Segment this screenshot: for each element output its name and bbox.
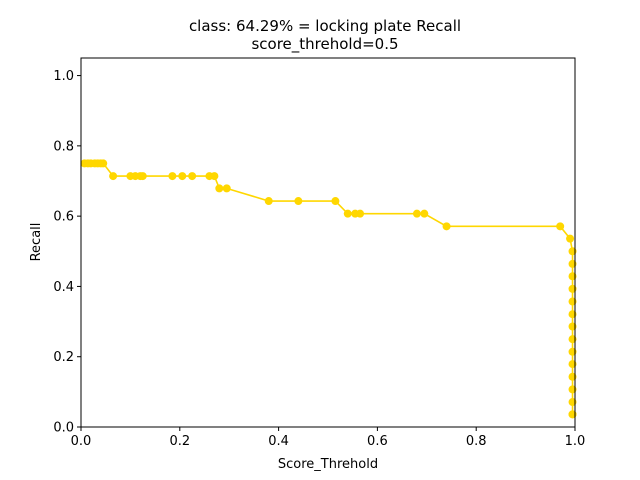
y-tick-label: 0.6: [53, 210, 74, 225]
x-tick-label: 0.8: [466, 434, 487, 449]
recall-point: [420, 209, 429, 218]
y-tick-label: 0.4: [53, 280, 74, 295]
recall-point: [331, 197, 340, 206]
x-tick-label: 0.6: [367, 434, 388, 449]
recall-point: [210, 172, 219, 181]
y-axis-label: Recall: [29, 223, 44, 262]
recall-point: [222, 184, 231, 193]
recall-point: [566, 234, 575, 243]
recall-point: [264, 197, 273, 206]
x-axis: 0.0 0.2 0.4 0.6 0.8 1.0: [71, 427, 586, 449]
y-tick-label: 0.0: [53, 421, 74, 436]
recall-point: [412, 209, 421, 218]
chart-title: class: 64.29% = locking plate Recall: [189, 17, 461, 35]
recall-point: [294, 197, 303, 206]
x-axis-label: Score_Threhold: [278, 457, 378, 472]
recall-point: [109, 172, 118, 181]
recall-point: [556, 222, 565, 231]
recall-point: [138, 172, 147, 181]
recall-point: [178, 172, 187, 181]
series-layer: [80, 159, 577, 419]
y-axis: 0.0 0.2 0.4 0.6 0.8 1.0: [53, 69, 81, 436]
recall-series-line: [84, 162, 574, 415]
recall-point: [215, 184, 224, 193]
plot-frame: [80, 57, 576, 428]
x-tick-label: 1.0: [565, 434, 586, 449]
recall-point: [99, 159, 108, 168]
y-tick-label: 1.0: [53, 69, 74, 84]
y-tick-label: 0.8: [53, 139, 74, 154]
x-tick-label: 0.4: [268, 434, 289, 449]
recall-point: [188, 172, 197, 181]
x-tick-label: 0.0: [71, 434, 92, 449]
y-tick-label: 0.2: [53, 350, 74, 365]
recall-point: [168, 172, 177, 181]
recall-point: [343, 209, 352, 218]
recall-point: [356, 209, 365, 218]
recall-point: [442, 222, 451, 231]
chart-subtitle: score_threhold=0.5: [251, 35, 398, 54]
x-tick-label: 0.2: [169, 434, 190, 449]
